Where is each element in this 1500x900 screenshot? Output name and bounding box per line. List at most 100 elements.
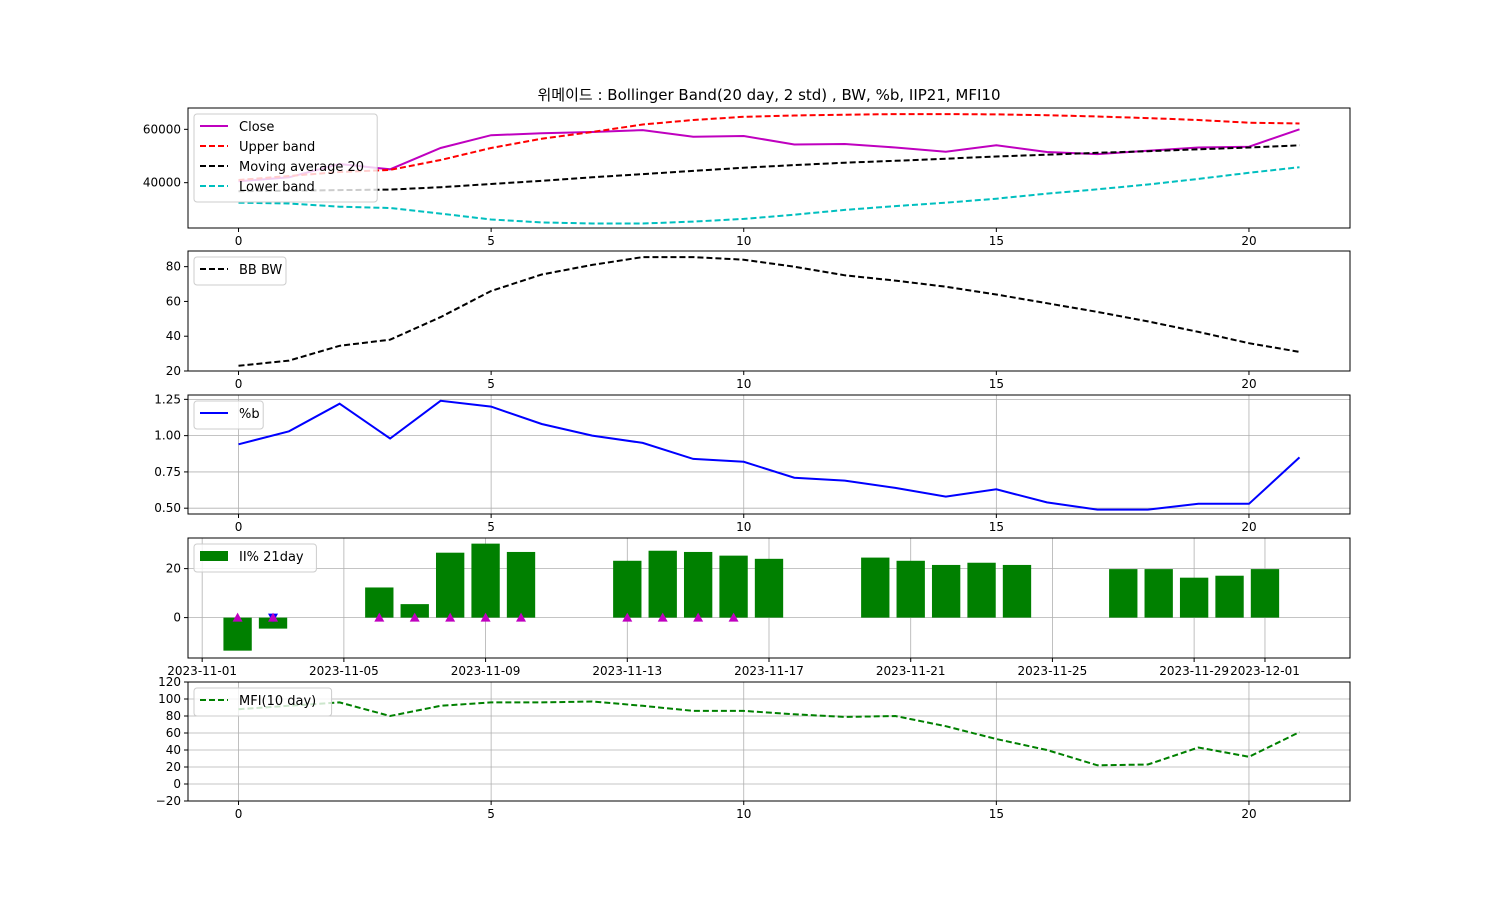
bar: [896, 560, 925, 618]
axes-frame: [187, 394, 1351, 515]
y-tick-label: 0.50: [154, 501, 181, 515]
legend-box: [193, 256, 287, 286]
buy-marker: [728, 612, 739, 622]
x-tick-label: 2023-11-21: [876, 664, 946, 678]
bar: [683, 551, 713, 618]
legend-label: Close: [239, 120, 274, 135]
y-tick-label: 1.00: [154, 429, 181, 443]
x-tick-label: 10: [736, 520, 751, 534]
x-tick-label: 2023-11-29: [1159, 664, 1229, 678]
figure-title: 위메이드 : Bollinger Band(20 day, 2 std) , B…: [537, 86, 1000, 104]
buy-marker: [409, 612, 420, 622]
axes-frame: [187, 250, 1351, 372]
y-tick-label: 60000: [143, 122, 181, 136]
legend-label: II% 21day: [239, 550, 304, 565]
series-line: [238, 144, 1300, 193]
y-tick-label: 80: [166, 260, 181, 274]
x-tick-label: 5: [487, 234, 495, 248]
series-line: [238, 166, 1300, 225]
y-tick-label: 0.75: [154, 465, 181, 479]
x-tick-label: 5: [487, 520, 495, 534]
buy-marker: [622, 612, 633, 622]
bar: [931, 564, 961, 618]
plot-area: [238, 256, 1300, 367]
subplot-3: 0 5 10 15 20 0.50 0.75 1.00 1.25 %b: [154, 392, 1351, 534]
subplot-4: 2023-11-01 2023-11-05 2023-11-09 2023-11-13…: [166, 537, 1351, 678]
bar: [471, 543, 500, 618]
legend-label: Moving average 20: [239, 160, 364, 175]
subplot-5: 0 5 10 15 20 −20 0 20 40 60 80 100 120 MFI(10 day): [156, 675, 1351, 821]
x-tick-label: 2023-11-05: [309, 664, 379, 678]
y-tick-label: −20: [156, 794, 181, 808]
legend-label: MFI(10 day): [239, 694, 316, 709]
bar: [1179, 577, 1209, 618]
bar: [719, 555, 748, 618]
y-tick-label: 60: [166, 726, 181, 740]
series-line: [238, 256, 1300, 367]
y-tick-label: 0: [173, 777, 181, 791]
x-tick-label: 20: [1241, 807, 1256, 821]
subplots: 0 5 10 15 20 40 0 0 0 60000 Close Upper band Moving …: [143, 107, 1351, 821]
legend-label: %b: [239, 407, 260, 422]
x-tick-label: 0: [235, 807, 243, 821]
x-tick-label: 15: [989, 807, 1004, 821]
y-tick-label: 1.25: [154, 392, 181, 406]
bar: [967, 562, 996, 618]
y-tick-label: 20: [166, 364, 181, 378]
buy-marker: [516, 612, 527, 622]
x-tick-label: 20: [1241, 377, 1256, 391]
buy-marker: [693, 612, 704, 622]
x-tick-label: 20: [1241, 520, 1256, 534]
bar: [613, 560, 642, 618]
bar: [1002, 564, 1032, 618]
y-tick-label: 80: [166, 709, 181, 723]
buy-marker: [374, 612, 385, 622]
x-tick-label: 2023-11-01: [167, 664, 237, 678]
x-tick-label: 2023-11-13: [592, 664, 662, 678]
legend-box: [193, 400, 264, 430]
series-line: [238, 113, 1300, 181]
subplot-1: 0 5 10 15 20 40000 60000 Close Upper band Moving …: [143, 107, 1351, 248]
x-tick-label: 0: [235, 377, 243, 391]
x-tick-label: 0: [235, 520, 243, 534]
buy-marker: [657, 612, 668, 622]
bar: [435, 552, 465, 618]
y-tick-label: 40: [166, 743, 181, 757]
bar: [1144, 569, 1173, 618]
series-line: [238, 700, 1300, 767]
subplot-2: 0 5 10 15 20 20 40 60 80 BB BW: [166, 250, 1351, 391]
plot-area: [238, 113, 1300, 225]
axes-frame: [187, 681, 1351, 802]
bar: [1109, 569, 1138, 618]
bar: [861, 557, 890, 618]
buy-marker: [268, 612, 279, 622]
x-tick-label: 2023-12-01: [1230, 664, 1300, 678]
x-tick-label: 2023-11-09: [451, 664, 521, 678]
series-line: [238, 399, 1301, 511]
y-tick-label: 100: [158, 692, 181, 706]
bar: [258, 617, 288, 629]
x-tick-label: 5: [487, 377, 495, 391]
legend-label: Lower band: [239, 180, 315, 195]
bar: [648, 550, 677, 618]
x-tick-label: 15: [989, 377, 1004, 391]
x-tick-label: 15: [989, 520, 1004, 534]
plot-area: [238, 700, 1300, 767]
x-tick-label: 10: [736, 807, 751, 821]
bar: [754, 558, 784, 618]
x-tick-label: 5: [487, 807, 495, 821]
x-tick-label: 20: [1241, 234, 1256, 248]
x-tick-label: 2023-11-17: [734, 664, 804, 678]
x-tick-label: 2023-11-25: [1018, 664, 1088, 678]
y-tick-label: 0: [173, 611, 181, 625]
y-tick-label: 20: [166, 562, 181, 576]
bar: [365, 587, 394, 618]
legend-label: BB BW: [239, 263, 282, 278]
legend-label: Upper band: [239, 140, 315, 155]
legend-box: [193, 113, 378, 203]
y-tick-label: 60: [166, 294, 181, 308]
bar: [223, 617, 252, 651]
y-tick-label: 40: [166, 329, 181, 343]
bar: [506, 551, 536, 618]
